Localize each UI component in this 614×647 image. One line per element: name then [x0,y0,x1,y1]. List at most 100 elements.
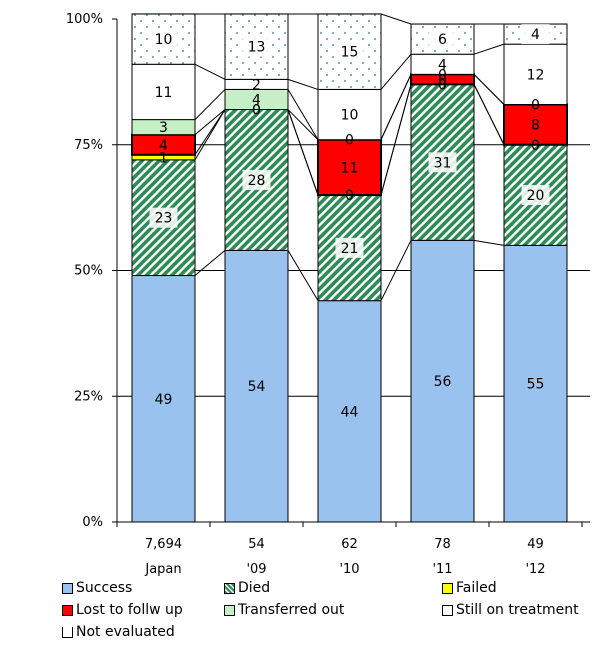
label-background [149,29,178,50]
label-background [521,24,550,45]
data-label-transferred-out: 0 [438,67,447,83]
data-label-success: 49 [155,392,173,408]
data-label-transferred-out: 3 [159,120,168,136]
connector-line [194,249,226,276]
data-label-failed: 0 [438,77,447,93]
connector-line [473,239,505,246]
legend: Success Died Failed Lost to follw up Transfe… [62,578,614,644]
legend-item-not-evaluated: Not evaluated [62,624,175,640]
legend-swatch-success [62,582,73,594]
data-label-died: 28 [248,173,266,189]
connector-line [380,74,412,140]
data-label-transferred-out: 0 [531,98,540,114]
data-label-failed: 1 [159,150,168,166]
data-label-still-on-treatment: 4 [438,57,447,73]
x-tick-count: 7,694 [145,537,182,552]
connector-line [194,89,226,120]
x-tick-label: '11 [432,562,452,577]
legend-item-transferred-out: Transferred out [224,602,344,618]
label-background [428,152,457,173]
label-background [242,36,271,57]
data-label-died: 21 [341,241,359,257]
y-tick-label: 75% [74,138,103,153]
legend-swatch-still-on-treatment [442,604,453,616]
data-label-transferred-out: 4 [252,92,261,108]
bar-segment-lost-to-follw-up [503,103,568,146]
data-label-success: 44 [341,404,359,420]
connector-line [473,43,505,55]
legend-item-still-on-treatment: Still on treatment [442,602,579,618]
x-tick-label: Japan [144,562,181,577]
data-label-success: 56 [434,374,452,390]
data-label-not-evaluated: 10 [155,32,173,48]
x-tick-count: 78 [434,537,451,552]
bar-segment-still-on-treatment [317,88,382,141]
data-label-died: 23 [155,211,173,227]
bar-segment-success [317,300,382,523]
data-label-failed: 0 [252,103,261,119]
connector-line [194,109,226,156]
legend-swatch-failed [442,582,453,594]
data-label-not-evaluated: 15 [341,45,359,61]
data-label-died: 20 [527,188,545,204]
data-label-still-on-treatment: 12 [527,67,545,83]
data-label-not-evaluated: 4 [531,27,540,43]
y-tick-label: 100% [66,12,103,27]
label-background [428,29,457,50]
legend-label: Failed [456,580,497,596]
data-label-still-on-treatment: 2 [252,77,261,93]
legend-label: Lost to follw up [76,602,183,618]
connector-line [194,109,226,136]
label-background [335,41,364,62]
legend-swatch-died [224,582,235,594]
x-tick-label: '12 [525,562,545,577]
legend-item-success: Success [62,580,132,596]
connector-line [380,84,412,196]
connector-line [380,53,412,90]
data-label-died: 31 [434,155,452,171]
y-tick-label: 50% [74,264,103,279]
data-label-failed: 0 [345,188,354,204]
connector-line [380,240,412,301]
data-label-success: 55 [527,377,545,393]
x-tick-label: '10 [339,562,359,577]
legend-item-died: Died [224,580,270,596]
connector-line [287,89,319,140]
connector-line [287,250,319,301]
data-label-not-evaluated: 6 [438,32,447,48]
label-background [149,207,178,228]
bar-segment-success [224,249,289,523]
stacked-bar-chart: 4923143111054280042134421011010155631000… [66,12,590,577]
x-tick-label: '09 [246,562,266,577]
connector-line [380,13,412,25]
data-label-success: 54 [248,379,266,395]
data-label-lost-to-follw-up: 0 [438,72,447,88]
data-label-lost-to-follw-up: 4 [159,138,168,154]
x-tick-count: 49 [527,537,544,552]
segment-labels: 4923143111054280042134421011010155631000… [149,24,550,420]
connector-line [194,63,226,80]
data-label-still-on-treatment: 10 [341,108,359,124]
data-label-failed: 0 [531,138,540,154]
connector-line [473,84,505,145]
bar-segment-success [503,244,568,523]
axes: 0%25%50%75%100%7,694Japan54'0962'1078'11… [66,12,590,577]
connector-line [287,109,319,141]
legend-swatch-not-evaluated [62,626,73,638]
data-label-not-evaluated: 13 [248,40,266,56]
data-label-transferred-out: 0 [345,133,354,149]
data-label-lost-to-follw-up: 8 [531,118,540,134]
legend-label: Success [76,580,133,596]
legend-item-failed: Failed [442,580,497,596]
label-background [242,169,271,190]
connector-line [473,73,505,105]
bar-segment-success [131,275,196,523]
legend-label: Transferred out [238,602,345,618]
x-tick-count: 54 [248,537,265,552]
label-background [521,185,550,206]
data-label-still-on-treatment: 11 [155,85,173,101]
connector-line [287,78,319,90]
legend-item-lost-to-follw-up: Lost to follw up [62,602,183,618]
bars [131,13,568,523]
x-tick-count: 62 [341,537,358,552]
